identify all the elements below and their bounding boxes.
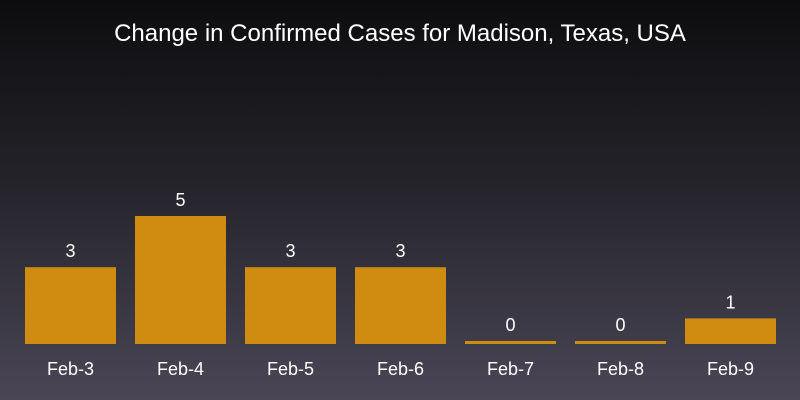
x-tick-label: Feb-4: [157, 359, 204, 379]
bar-feb-3: [25, 267, 116, 344]
bar-value-label: 5: [175, 190, 185, 210]
bar-value-label: 3: [285, 241, 295, 261]
bar-value-label: 1: [725, 292, 735, 312]
x-tick-label: Feb-7: [487, 359, 534, 379]
bar-feb-4: [135, 216, 226, 344]
chart-title: Change in Confirmed Cases for Madison, T…: [114, 20, 686, 47]
bar-feb-9: [685, 318, 776, 344]
bar-feb-6: [355, 267, 446, 344]
x-tick-label: Feb-5: [267, 359, 314, 379]
x-tick-label: Feb-9: [707, 359, 754, 379]
bar-feb-7: [465, 341, 556, 344]
x-tick-label: Feb-8: [597, 359, 644, 379]
x-tick-label: Feb-3: [47, 359, 94, 379]
bar-value-label: 0: [615, 315, 625, 335]
x-tick-label: Feb-6: [377, 359, 424, 379]
bar-feb-8: [575, 341, 666, 344]
bar-value-label: 0: [505, 315, 515, 335]
bar-feb-5: [245, 267, 336, 344]
bar-value-label: 3: [395, 241, 405, 261]
bar-value-label: 3: [65, 241, 75, 261]
